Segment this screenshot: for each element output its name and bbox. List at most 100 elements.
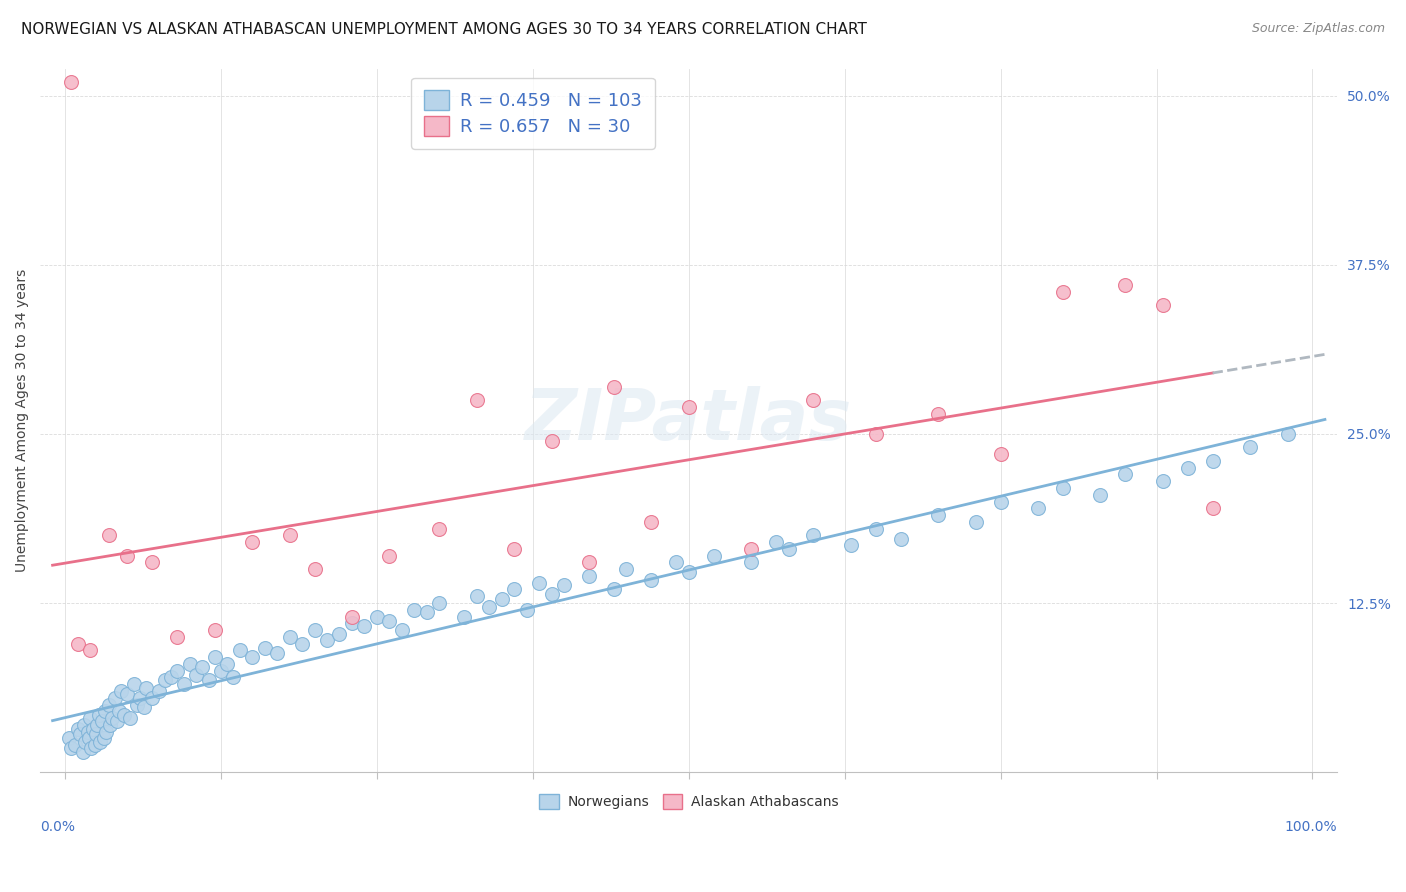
Point xyxy=(228,643,250,657)
Point xyxy=(1114,467,1136,482)
Point xyxy=(173,677,195,691)
Point xyxy=(98,718,121,732)
Point xyxy=(353,619,375,633)
Point xyxy=(73,718,96,732)
Point xyxy=(204,650,226,665)
Point xyxy=(540,434,562,448)
Point xyxy=(112,708,135,723)
Point xyxy=(553,578,575,592)
Point xyxy=(1026,501,1049,516)
Point xyxy=(184,667,207,681)
Point xyxy=(118,711,141,725)
Point xyxy=(1201,454,1223,468)
Point xyxy=(427,596,450,610)
Point xyxy=(340,616,363,631)
Point xyxy=(148,684,170,698)
Point xyxy=(209,664,232,678)
Point xyxy=(404,603,426,617)
Point xyxy=(179,657,201,671)
Point xyxy=(60,75,83,89)
Point xyxy=(110,684,132,698)
Point xyxy=(1152,475,1174,489)
Point xyxy=(740,541,762,556)
Point xyxy=(135,681,157,696)
Text: Source: ZipAtlas.com: Source: ZipAtlas.com xyxy=(1251,22,1385,36)
Point xyxy=(127,698,149,712)
Point xyxy=(453,609,475,624)
Point xyxy=(197,673,219,688)
Point xyxy=(107,704,129,718)
Point xyxy=(1277,426,1299,441)
Point xyxy=(578,556,600,570)
Point xyxy=(703,549,725,563)
Point xyxy=(107,714,129,728)
Point xyxy=(503,541,526,556)
Point xyxy=(122,677,145,691)
Point xyxy=(1052,285,1074,299)
Point xyxy=(416,606,439,620)
Point xyxy=(79,711,101,725)
Point xyxy=(803,392,825,407)
Legend: Norwegians, Alaskan Athabascans: Norwegians, Alaskan Athabascans xyxy=(534,789,844,814)
Point xyxy=(740,556,762,570)
Point xyxy=(69,727,91,741)
Point xyxy=(427,522,450,536)
Point xyxy=(616,562,638,576)
Point xyxy=(166,630,188,644)
Point xyxy=(160,670,183,684)
Point xyxy=(366,609,388,624)
Point xyxy=(63,738,86,752)
Point xyxy=(96,724,118,739)
Point xyxy=(890,533,912,547)
Point xyxy=(304,562,326,576)
Point xyxy=(340,609,363,624)
Point xyxy=(316,632,339,647)
Point xyxy=(678,400,700,414)
Point xyxy=(578,569,600,583)
Point xyxy=(132,700,155,714)
Point xyxy=(839,538,862,552)
Point xyxy=(503,582,526,597)
Point xyxy=(97,528,120,542)
Point xyxy=(540,586,562,600)
Point xyxy=(253,640,276,655)
Point xyxy=(87,708,110,723)
Point xyxy=(93,731,115,746)
Point xyxy=(278,630,301,644)
Point xyxy=(1152,298,1174,312)
Text: ZIPatlas: ZIPatlas xyxy=(524,386,852,455)
Point xyxy=(465,589,488,603)
Point xyxy=(665,556,688,570)
Point xyxy=(1201,501,1223,516)
Point xyxy=(965,515,987,529)
Point xyxy=(1090,488,1112,502)
Point xyxy=(82,722,104,736)
Point xyxy=(80,740,103,755)
Point xyxy=(191,659,214,673)
Point xyxy=(141,690,163,705)
Point xyxy=(97,698,120,712)
Point xyxy=(73,735,96,749)
Y-axis label: Unemployment Among Ages 30 to 34 years: Unemployment Among Ages 30 to 34 years xyxy=(15,268,30,572)
Point xyxy=(678,565,700,579)
Point xyxy=(89,735,111,749)
Point xyxy=(778,541,800,556)
Text: 0.0%: 0.0% xyxy=(41,820,75,833)
Point xyxy=(1114,278,1136,293)
Point xyxy=(86,718,108,732)
Point xyxy=(465,392,488,407)
Point xyxy=(104,690,127,705)
Point xyxy=(765,535,787,549)
Point xyxy=(153,673,176,688)
Point xyxy=(391,623,413,637)
Point xyxy=(640,515,662,529)
Point xyxy=(378,549,401,563)
Point xyxy=(516,603,538,617)
Point xyxy=(640,573,662,587)
Point xyxy=(491,591,513,606)
Point xyxy=(291,637,314,651)
Point xyxy=(79,643,101,657)
Point xyxy=(84,738,107,752)
Point xyxy=(240,650,263,665)
Point xyxy=(58,731,80,746)
